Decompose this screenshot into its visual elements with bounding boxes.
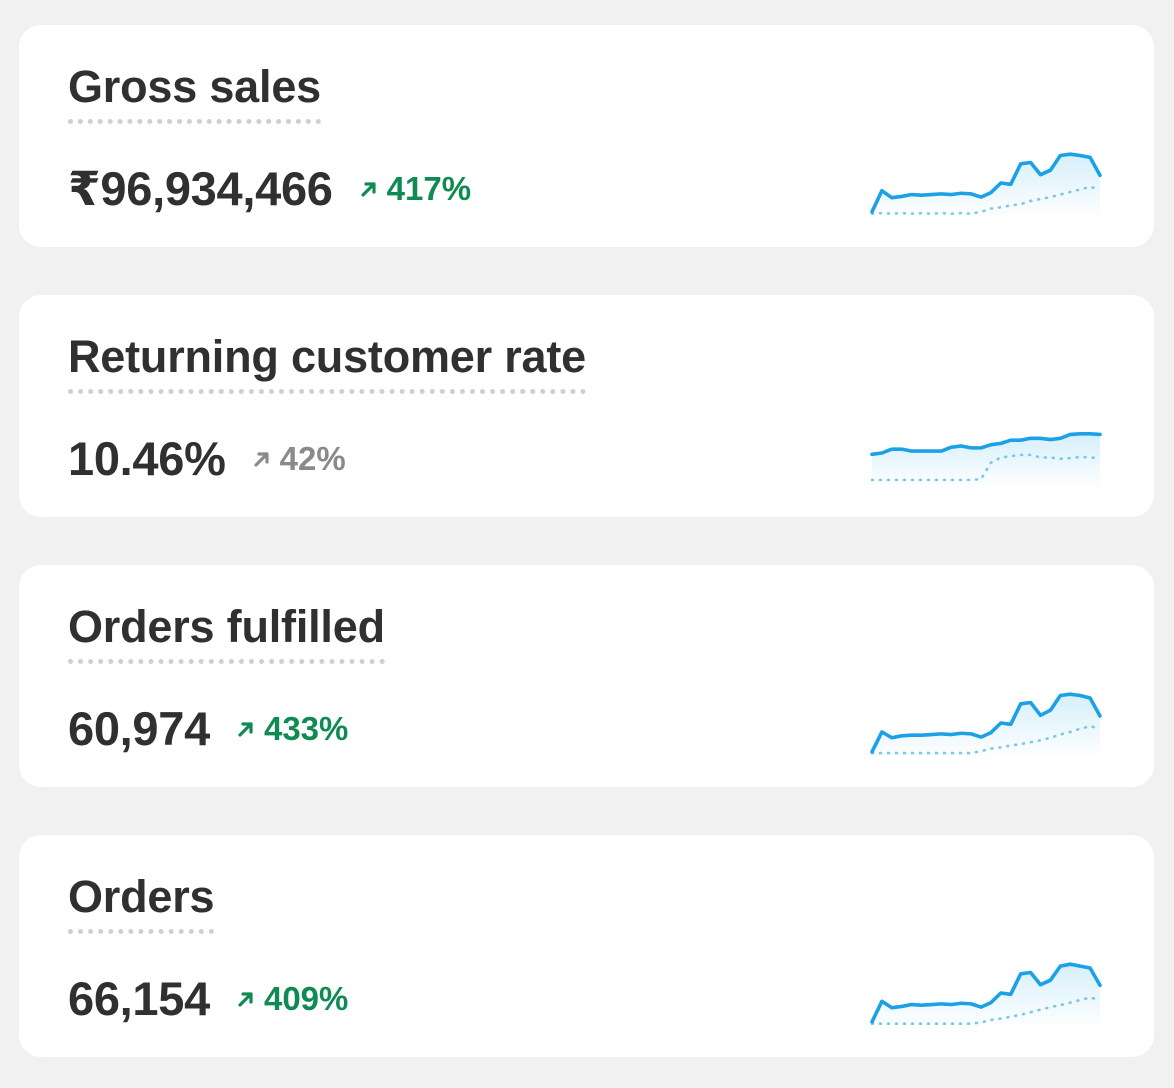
sparkline-previous-period-line [870,996,1102,1026]
metric-change-value: 417% [386,170,472,207]
metric-change: 409% [236,979,348,1019]
metric-change: 417% [359,169,471,209]
sparkline-area [872,694,1100,759]
sparkline-chart [870,962,1102,1029]
metric-change-value: 409% [263,980,349,1017]
sparkline-area [872,154,1100,219]
metric-title[interactable]: Orders fulfilled [68,599,385,664]
metric-title[interactable]: Orders [68,869,215,934]
metric-card-orders[interactable]: Orders 66,154 409% [19,835,1154,1057]
sparkline-chart [870,152,1102,219]
sparkline-previous-period-line [870,453,1102,482]
metric-row: 66,154 409% [68,969,348,1029]
metric-change: 433% [236,709,348,749]
metric-value: ₹96,934,466 [68,162,333,215]
metric-value: 10.46% [68,432,226,485]
sparkline-current-period-line [870,152,1102,214]
arrow-up-right-icon [238,992,253,1007]
sparkline-area [872,433,1100,489]
sparkline-area [872,964,1100,1029]
metric-change: 42% [252,439,346,479]
sparkline-chart [870,692,1102,759]
arrow-up-right-icon [361,182,376,197]
metric-card-orders-fulfilled[interactable]: Orders fulfilled 60,974 433% [19,565,1154,787]
metric-value: 66,154 [68,972,210,1025]
sparkline-current-period-line [870,692,1102,754]
metric-row: 60,974 433% [68,699,348,759]
metric-change-value: 433% [263,710,349,747]
metric-row: ₹96,934,466 417% [68,159,471,219]
metric-card-gross-sales[interactable]: Gross sales ₹96,934,466 417% [19,25,1154,247]
metric-row: 10.46% 42% [68,429,346,489]
metric-change-value: 42% [279,440,346,477]
metric-value: 60,974 [68,702,210,755]
sparkline-previous-period-line [870,185,1102,216]
sparkline-chart [870,431,1102,489]
sparkline-previous-period-line [870,724,1102,755]
sparkline-current-period-line [870,962,1102,1024]
metric-title[interactable]: Returning customer rate [68,329,586,394]
arrow-up-right-icon [238,722,253,737]
arrow-up-right-icon [254,452,269,467]
metric-card-returning-customer-rate[interactable]: Returning customer rate 10.46% 42% [19,295,1154,517]
metric-title[interactable]: Gross sales [68,59,321,124]
sparkline-current-period-line [870,431,1102,457]
